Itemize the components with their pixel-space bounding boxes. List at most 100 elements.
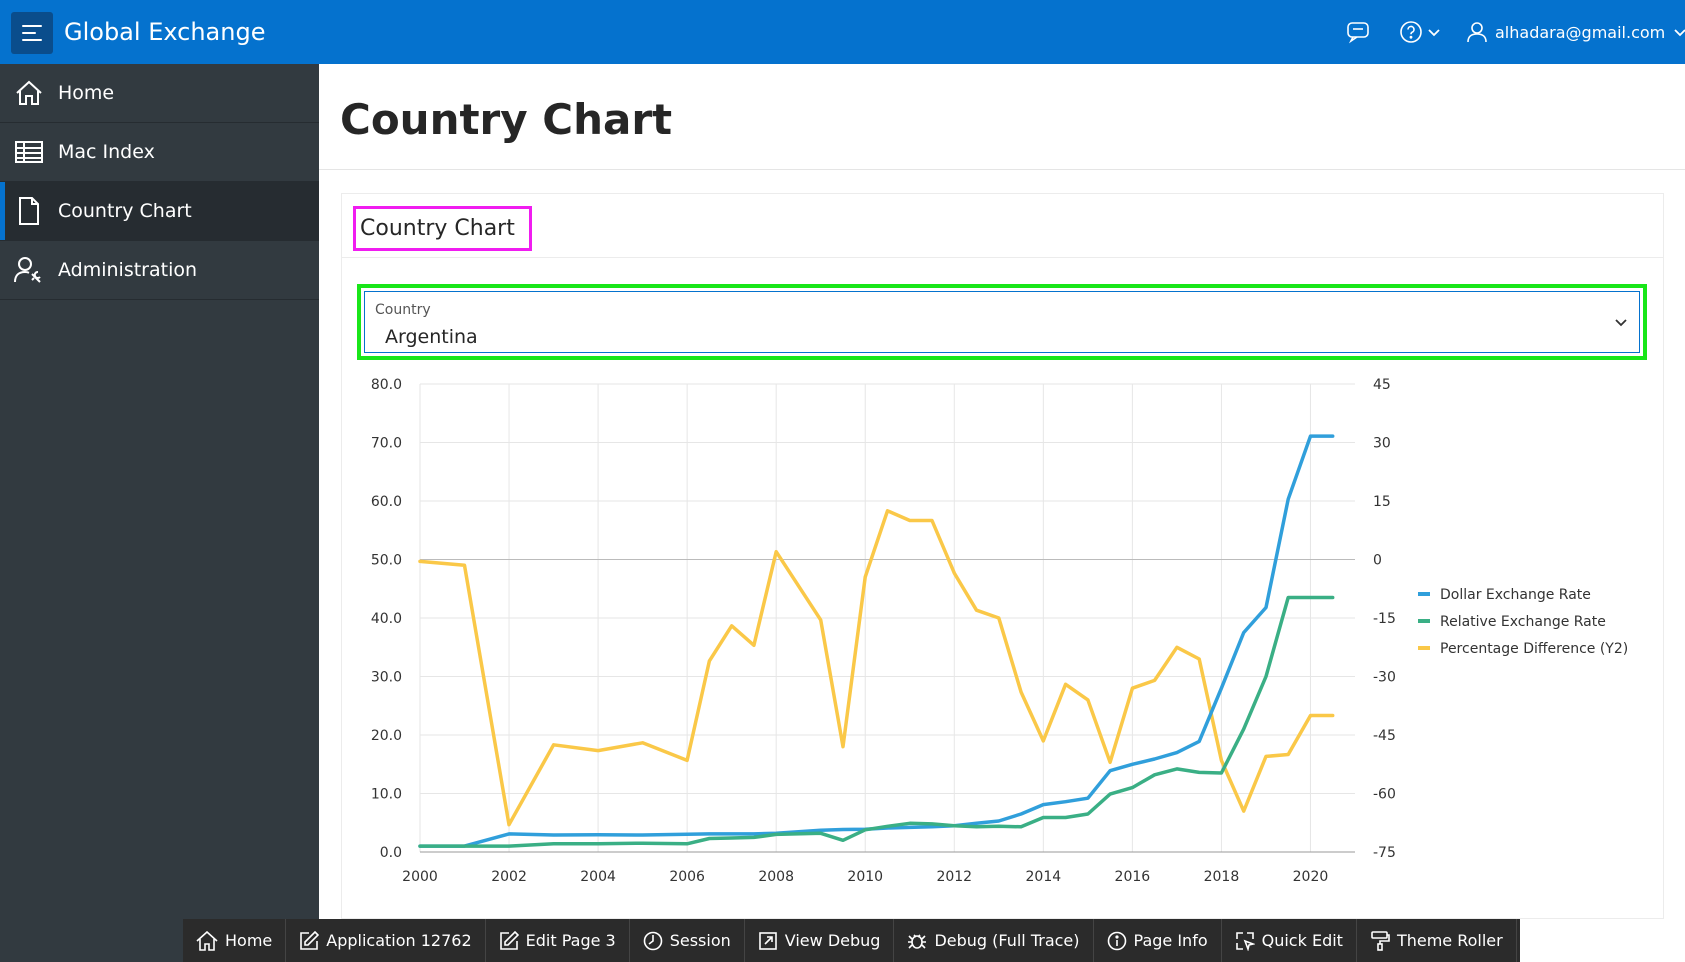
page-title: Country Chart xyxy=(340,95,673,144)
home-icon xyxy=(196,930,218,951)
chevron-down-icon xyxy=(1428,29,1440,37)
region-title: Country Chart xyxy=(353,206,532,251)
dev-item-label: Application 12762 xyxy=(326,931,472,950)
y-tick-label: 20.0 xyxy=(371,728,402,744)
y-tick-label: 0.0 xyxy=(380,845,402,861)
user-menu[interactable]: alhadara@gmail.com xyxy=(1467,19,1685,45)
y-tick-label: 30.0 xyxy=(371,670,402,686)
y2-tick-label: -75 xyxy=(1373,845,1396,861)
dev-application-button[interactable]: Application 12762 xyxy=(286,919,486,962)
sidebar-item-mac-index[interactable]: Mac Index xyxy=(0,123,319,182)
y2-tick-label: -15 xyxy=(1373,611,1396,627)
dev-session-button[interactable]: Session xyxy=(630,919,745,962)
x-tick-label: 2002 xyxy=(491,869,527,885)
sidebar-item-label: Country Chart xyxy=(58,200,192,222)
dev-home-button[interactable]: Home xyxy=(183,919,287,962)
dev-edit-page-button[interactable]: Edit Page 3 xyxy=(486,919,630,962)
x-tick-label: 2004 xyxy=(580,869,616,885)
x-tick-label: 2016 xyxy=(1115,869,1151,885)
gear-icon xyxy=(1529,929,1552,952)
developer-toolbar: Home Application 12762 Edit Page 3 Sessi… xyxy=(183,919,1552,962)
sidebar-item-home[interactable]: Home xyxy=(0,64,319,123)
y2-tick-label: -30 xyxy=(1373,670,1396,686)
document-icon xyxy=(0,197,58,225)
chevron-down-icon xyxy=(1615,319,1627,327)
dev-item-label: Home xyxy=(225,931,273,950)
x-tick-label: 2018 xyxy=(1204,869,1240,885)
y-tick-label: 60.0 xyxy=(371,494,402,510)
sidebar-item-administration[interactable]: Administration xyxy=(0,241,319,300)
menu-toggle-button[interactable] xyxy=(11,12,53,54)
dev-theme-roller-button[interactable]: Theme Roller xyxy=(1357,919,1517,962)
user-wrench-icon xyxy=(0,256,58,284)
sidebar-item-label: Mac Index xyxy=(58,141,155,163)
country-line-chart: 80.0 70.0 60.0 50.0 40.0 30.0 20.0 10.0 0.0 45 30 1… xyxy=(371,377,1628,885)
table-icon xyxy=(0,141,58,163)
dev-item-label: Debug (Full Trace) xyxy=(934,931,1080,950)
region-header: Country Chart xyxy=(342,194,1663,258)
dev-debug-full-trace-button[interactable]: Debug (Full Trace) xyxy=(894,919,1094,962)
y-tick-label: 70.0 xyxy=(371,436,402,452)
country-select[interactable]: Country Argentina xyxy=(364,291,1640,353)
help-menu[interactable] xyxy=(1399,19,1441,45)
x-tick-label: 2008 xyxy=(758,869,794,885)
y-tick-label: 10.0 xyxy=(371,787,402,803)
app-title[interactable]: Global Exchange xyxy=(64,18,266,46)
y2-tick-label: -60 xyxy=(1373,787,1396,803)
info-icon xyxy=(1107,931,1126,950)
y2-tick-label: 30 xyxy=(1373,436,1391,452)
legend-label: Percentage Difference (Y2) xyxy=(1440,641,1628,657)
clock-icon xyxy=(643,931,663,950)
country-select-highlight: Country Argentina xyxy=(357,284,1647,360)
legend-label: Dollar Exchange Rate xyxy=(1440,587,1591,603)
help-icon xyxy=(1400,21,1422,43)
x-tick-label: 2012 xyxy=(936,869,972,885)
sidebar-item-country-chart[interactable]: Country Chart xyxy=(0,182,319,241)
y2-tick-label: -45 xyxy=(1373,728,1396,744)
dev-item-label: Quick Edit xyxy=(1261,931,1343,950)
y-tick-label: 40.0 xyxy=(371,611,402,627)
x-tick-label: 2000 xyxy=(402,869,438,885)
country-select-label: Country xyxy=(375,302,431,318)
dev-item-label: Session xyxy=(669,931,731,950)
x-tick-label: 2010 xyxy=(847,869,883,885)
user-name: alhadara@gmail.com xyxy=(1495,22,1666,42)
x-tick-label: 2014 xyxy=(1026,869,1062,885)
dev-item-label: Theme Roller xyxy=(1396,931,1503,950)
menu-icon-line xyxy=(22,32,36,34)
dev-item-label: View Debug xyxy=(784,931,881,950)
bug-icon xyxy=(908,933,927,949)
chevron-down-icon xyxy=(1674,29,1685,37)
sidebar-item-label: Home xyxy=(58,82,115,104)
paint-roller-icon xyxy=(1371,930,1390,951)
country-select-value: Argentina xyxy=(385,326,478,348)
dev-quick-edit-button[interactable]: Quick Edit xyxy=(1222,919,1357,962)
external-link-icon xyxy=(758,931,777,950)
y2-tick-label: 45 xyxy=(1373,377,1391,393)
user-icon xyxy=(1467,22,1487,43)
x-tick-label: 2006 xyxy=(669,869,705,885)
series-line-percentage-difference-y2 xyxy=(418,509,1335,827)
feedback-icon[interactable] xyxy=(1346,19,1370,45)
home-icon xyxy=(0,80,58,106)
y2-tick-label: 0 xyxy=(1373,553,1382,569)
y-tick-label: 80.0 xyxy=(371,377,402,393)
dev-view-debug-button[interactable]: View Debug xyxy=(745,919,895,962)
legend-label: Relative Exchange Rate xyxy=(1440,614,1606,630)
divider xyxy=(319,169,1685,170)
top-bar: Global Exchange alhadara@gmail.com xyxy=(0,0,1685,64)
edit-icon xyxy=(300,930,320,950)
dev-page-info-button[interactable]: Page Info xyxy=(1094,919,1222,962)
x-tick-label: 2020 xyxy=(1293,869,1329,885)
sidebar-item-label: Administration xyxy=(58,259,198,281)
cursor-select-icon xyxy=(1235,931,1255,951)
dev-settings-button[interactable] xyxy=(1517,919,1572,962)
dev-item-label: Edit Page 3 xyxy=(525,931,616,950)
y-tick-label: 50.0 xyxy=(371,553,402,569)
series-line-relative-exchange-rate xyxy=(418,595,1335,848)
sidebar: Home Mac Index Country Chart Administrat… xyxy=(0,64,319,962)
dev-item-label: Page Info xyxy=(1133,931,1208,950)
edit-icon xyxy=(499,930,519,950)
series-line-dollar-exchange-rate xyxy=(418,434,1335,848)
menu-icon-line xyxy=(22,39,42,41)
